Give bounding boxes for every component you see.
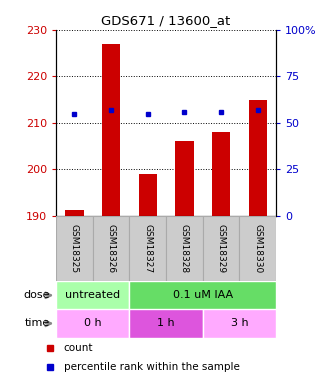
Bar bbox=[139, 174, 157, 216]
Bar bbox=[56, 309, 129, 338]
Bar bbox=[65, 210, 84, 216]
Text: 0 h: 0 h bbox=[84, 318, 102, 328]
Bar bbox=[93, 216, 129, 281]
Bar bbox=[239, 216, 276, 281]
Text: 3 h: 3 h bbox=[230, 318, 248, 328]
Text: percentile rank within the sample: percentile rank within the sample bbox=[64, 362, 239, 372]
Bar bbox=[166, 216, 203, 281]
Text: GSM18326: GSM18326 bbox=[107, 224, 116, 273]
Text: time: time bbox=[24, 318, 50, 328]
Bar bbox=[203, 216, 239, 281]
Bar bbox=[56, 216, 93, 281]
Bar bbox=[129, 281, 276, 309]
Bar bbox=[203, 309, 276, 338]
Text: GSM18330: GSM18330 bbox=[253, 224, 262, 273]
Text: dose: dose bbox=[23, 290, 50, 300]
Bar bbox=[129, 216, 166, 281]
Bar bbox=[56, 281, 129, 309]
Bar bbox=[175, 141, 194, 216]
Text: GSM18327: GSM18327 bbox=[143, 224, 152, 273]
Text: 0.1 uM IAA: 0.1 uM IAA bbox=[173, 290, 233, 300]
Bar bbox=[129, 309, 203, 338]
Bar bbox=[102, 44, 120, 216]
Text: GSM18325: GSM18325 bbox=[70, 224, 79, 273]
Text: GSM18328: GSM18328 bbox=[180, 224, 189, 273]
Text: 1 h: 1 h bbox=[157, 318, 175, 328]
Bar bbox=[212, 132, 230, 216]
Bar bbox=[248, 100, 267, 216]
Text: GSM18329: GSM18329 bbox=[217, 224, 226, 273]
Title: GDS671 / 13600_at: GDS671 / 13600_at bbox=[101, 15, 231, 27]
Text: count: count bbox=[64, 343, 93, 353]
Text: untreated: untreated bbox=[65, 290, 120, 300]
